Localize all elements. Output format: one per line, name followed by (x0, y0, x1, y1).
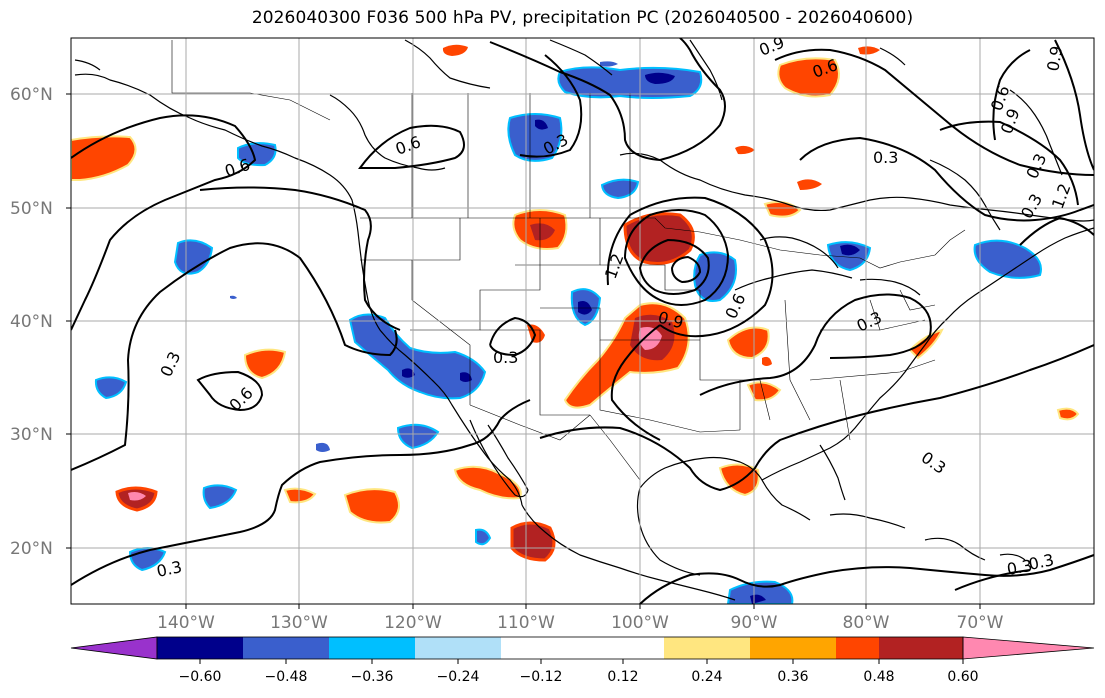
precip-blob (600, 61, 618, 67)
precip-blob (858, 46, 880, 55)
contour-label: 0.9 (1043, 44, 1066, 72)
precip-blob (797, 179, 822, 190)
colorbar-segment (750, 637, 836, 659)
precip-blob (718, 463, 760, 497)
lon-label: 120°W (384, 613, 442, 633)
contour-label: 0.3 (873, 148, 898, 167)
precip-blob (623, 212, 695, 265)
precip-blob (243, 348, 287, 380)
precip-blob (202, 484, 238, 510)
precip-blob (1056, 407, 1080, 421)
colorbar-tick-label: 0.36 (777, 669, 808, 685)
axis-ticks (66, 93, 981, 609)
precip-blob (396, 423, 440, 450)
precip-blob (475, 528, 492, 546)
contour-label: 0.3 (1027, 550, 1056, 574)
map-area: 0.9 0.6 0.9 0.6 0.3 0.6 0.3 0.6 0.3 0.3 … (71, 38, 1094, 604)
colorbar-tick-label: 0.12 (607, 669, 638, 685)
colorbar-segment (664, 637, 750, 659)
longitude-labels: 140°W 130°W 120°W 110°W 100°W 90°W 80°W … (157, 613, 1004, 633)
lon-label: 110°W (497, 613, 555, 633)
lon-label: 70°W (957, 613, 1004, 633)
colorbar-segment (415, 637, 501, 659)
contour-label: 0.3 (155, 557, 184, 581)
precip-blob (826, 241, 872, 272)
precip-blob (507, 113, 563, 162)
colorbar-segment (836, 637, 879, 659)
lon-label: 130°W (270, 613, 328, 633)
precip-blob (600, 178, 640, 200)
precip-blob (237, 142, 277, 167)
precip-blob (840, 244, 860, 256)
lat-label: 30°N (10, 425, 53, 445)
precip-blob (173, 239, 214, 275)
figure-title: 2026040300 F036 500 hPa PV, precipitatio… (251, 8, 914, 28)
lat-label: 50°N (10, 199, 53, 219)
colorbar-tick-label: 0.60 (947, 669, 978, 685)
precip-blob (283, 487, 317, 504)
colorbar-tick-label: −0.12 (520, 669, 563, 685)
precip-blob (762, 356, 772, 366)
contour-label: 0.3 (493, 348, 518, 367)
colorbar-tick-label: 0.24 (691, 669, 722, 685)
gridlines (71, 38, 1094, 604)
colorbar-segment (157, 637, 243, 659)
colorbar-tick-label: −0.24 (437, 669, 480, 685)
pv-contours (71, 38, 1094, 604)
precip-blob (230, 295, 237, 299)
colorbar-segment (329, 637, 415, 659)
precip-blob (530, 223, 555, 241)
colorbar-tick-label: 0.48 (863, 669, 894, 685)
precip-blob (638, 327, 662, 350)
contour-label: 0.3 (1005, 556, 1033, 579)
lon-label: 90°W (731, 613, 778, 633)
coastlines (74, 39, 1094, 601)
precip-blob (128, 492, 146, 501)
precip-blob (777, 57, 840, 98)
colorbar-tick-label: −0.48 (265, 669, 308, 685)
colorbar-tick-label: −0.60 (179, 669, 222, 685)
precip-blob (348, 313, 487, 400)
latitude-labels: 60°N 50°N 40°N 30°N 20°N (10, 85, 53, 559)
lon-label: 140°W (157, 613, 215, 633)
precip-blob (535, 119, 548, 130)
precip-blob (735, 145, 755, 155)
precip-blob (693, 251, 737, 302)
colorbar-extend-right (962, 636, 1095, 660)
precip-blob (645, 72, 675, 84)
colorbar-segment (879, 637, 963, 659)
colorbar: −0.60 −0.48 −0.36 −0.24 −0.12 0.12 0.24 … (70, 636, 1095, 685)
precip-blob (726, 580, 794, 604)
precip-blob (973, 239, 1042, 279)
precip-blob (94, 376, 128, 400)
precip-blob (402, 368, 415, 378)
precip-blob (726, 326, 770, 360)
precip-blob (316, 442, 330, 452)
precip-blob (460, 372, 472, 382)
lon-label: 100°W (611, 613, 669, 633)
precip-blob (746, 381, 782, 402)
precip-blob (510, 521, 556, 562)
lat-label: 40°N (10, 312, 53, 332)
colorbar-segment (243, 637, 329, 659)
lat-label: 20°N (10, 539, 53, 559)
lon-label: 80°W (843, 613, 890, 633)
colorbar-tick-label: −0.36 (351, 669, 394, 685)
colorbar-segment (501, 637, 664, 659)
colorbar-extend-left (70, 636, 158, 660)
precip-blob (343, 488, 400, 524)
precip-blob (442, 44, 468, 56)
lat-label: 60°N (10, 85, 53, 105)
